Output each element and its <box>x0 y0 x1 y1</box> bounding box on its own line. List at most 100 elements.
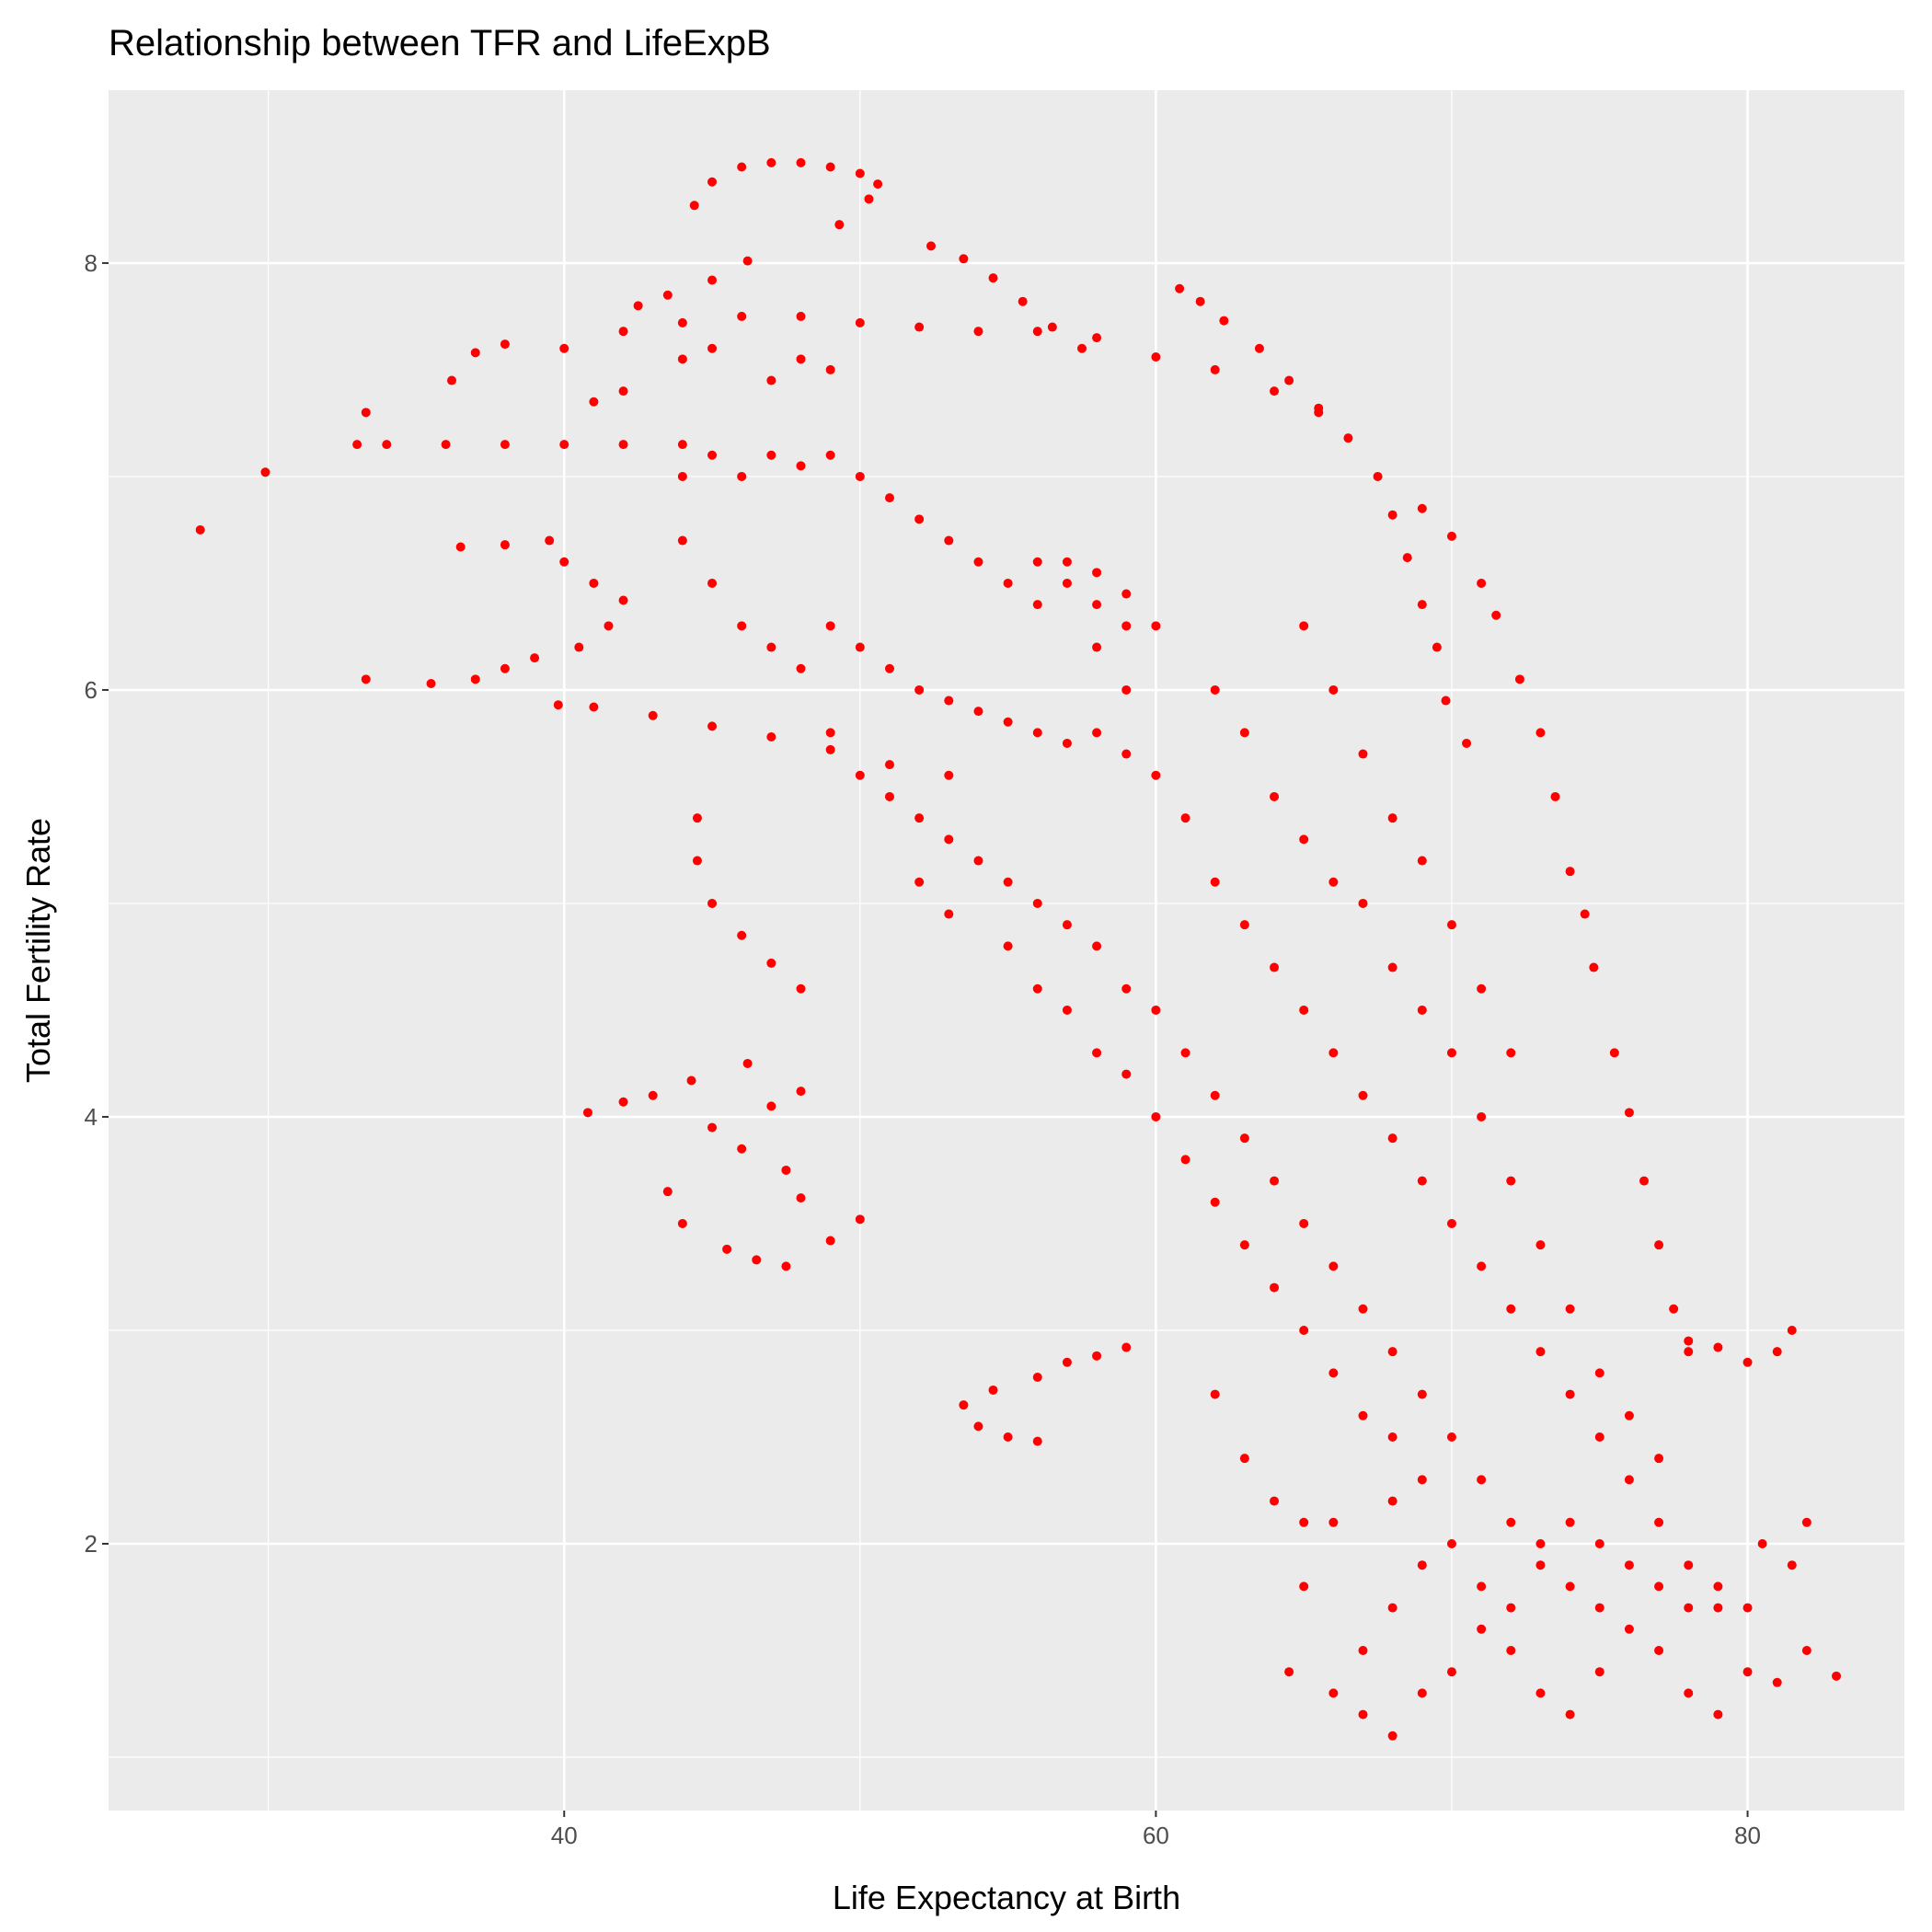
point <box>1151 621 1161 631</box>
point <box>742 256 753 266</box>
point <box>973 1421 983 1432</box>
point <box>1417 856 1427 866</box>
point <box>1032 983 1042 994</box>
point <box>1535 1240 1546 1250</box>
point <box>1417 503 1427 513</box>
point <box>707 343 718 353</box>
point <box>766 157 776 167</box>
point <box>1032 327 1042 337</box>
point <box>1565 1581 1575 1592</box>
point <box>1742 1357 1753 1367</box>
point <box>1684 1560 1694 1570</box>
point <box>604 621 614 631</box>
point <box>689 201 699 211</box>
point <box>884 493 894 503</box>
point <box>1446 1048 1456 1058</box>
point <box>1358 1709 1368 1719</box>
point <box>361 408 371 418</box>
chart-title: Relationship between TFR and LifeExpB <box>109 23 771 63</box>
y-tick-label: 2 <box>85 1530 98 1558</box>
point <box>796 354 806 364</box>
point <box>1299 1218 1309 1228</box>
point <box>1062 738 1072 748</box>
point <box>1003 1432 1013 1442</box>
point <box>1270 962 1280 972</box>
point <box>1092 941 1102 951</box>
point <box>1210 877 1220 887</box>
point <box>1594 1603 1604 1613</box>
point <box>737 162 747 172</box>
point <box>1565 867 1575 877</box>
point <box>1254 343 1264 353</box>
point <box>1151 1111 1161 1121</box>
point <box>1270 1496 1280 1506</box>
point <box>914 684 925 695</box>
point <box>1654 1581 1664 1592</box>
point <box>973 327 983 337</box>
point <box>914 813 925 823</box>
point <box>1180 1155 1190 1165</box>
point <box>1387 813 1397 823</box>
point <box>944 770 954 780</box>
point <box>1565 1709 1575 1719</box>
point <box>825 621 835 631</box>
point <box>1742 1603 1753 1613</box>
point <box>1387 1603 1397 1613</box>
point <box>1299 1581 1309 1592</box>
point <box>1594 1432 1604 1442</box>
point <box>855 1214 865 1225</box>
point <box>1477 1581 1487 1592</box>
point <box>677 471 687 481</box>
point <box>825 162 835 172</box>
point <box>884 791 894 801</box>
x-tick-label: 40 <box>551 1822 578 1849</box>
point <box>500 440 510 450</box>
point <box>1358 1645 1368 1655</box>
point <box>1239 920 1249 930</box>
point <box>707 898 718 908</box>
point <box>796 1193 806 1203</box>
point <box>1328 877 1339 887</box>
point <box>1270 791 1280 801</box>
point <box>944 696 954 706</box>
point <box>589 578 599 588</box>
point <box>589 702 599 712</box>
point <box>1358 898 1368 908</box>
point <box>1387 1432 1397 1442</box>
point <box>530 653 540 663</box>
point <box>825 744 835 754</box>
point <box>1594 1667 1604 1677</box>
point <box>796 663 806 673</box>
point <box>260 467 270 477</box>
grid <box>109 90 1904 1811</box>
point <box>618 386 628 397</box>
point <box>796 311 806 321</box>
point <box>1506 1176 1516 1186</box>
point <box>1328 1261 1339 1271</box>
point <box>1092 568 1102 578</box>
point <box>1491 610 1501 620</box>
point <box>1032 600 1042 610</box>
point <box>1417 1005 1427 1015</box>
point <box>677 440 687 450</box>
point <box>1801 1517 1811 1527</box>
point <box>1092 1351 1102 1361</box>
point <box>1801 1645 1811 1655</box>
point <box>1299 1325 1309 1335</box>
point <box>1328 1368 1339 1378</box>
point <box>1195 296 1205 306</box>
point <box>914 514 925 524</box>
point <box>1713 1581 1723 1592</box>
point <box>559 557 569 567</box>
point <box>1446 1667 1456 1677</box>
point <box>737 311 747 321</box>
point <box>737 621 747 631</box>
point <box>973 557 983 567</box>
point <box>873 179 883 190</box>
point <box>1284 375 1294 385</box>
point <box>1535 1688 1546 1698</box>
point <box>1328 1517 1339 1527</box>
point <box>1062 1357 1072 1367</box>
point <box>707 578 718 588</box>
